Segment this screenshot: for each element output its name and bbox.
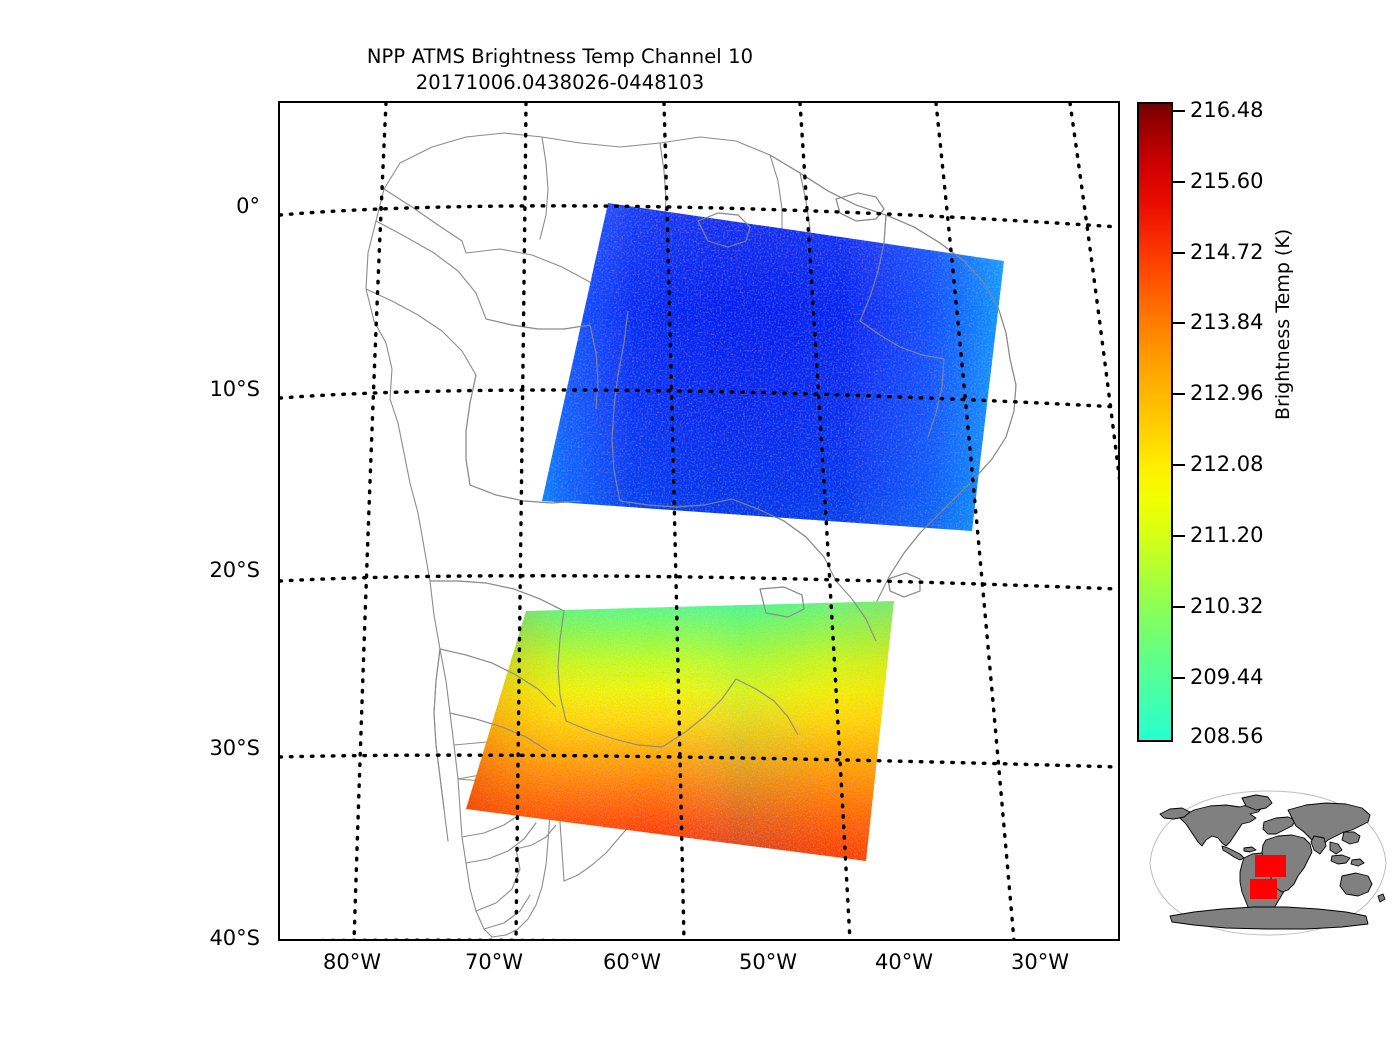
- x-tick-2: 60°W: [603, 950, 661, 974]
- graticule-lon-40W: [934, 103, 1016, 939]
- cbar-label-2: 214.72: [1190, 240, 1264, 264]
- y-tick-1: 10°S: [209, 377, 260, 401]
- graticule-lon-50W: [798, 103, 852, 939]
- graticule: [280, 103, 1118, 939]
- cbar-label-8: 209.44: [1190, 665, 1264, 689]
- northern-swath: [542, 203, 1004, 531]
- cbar-label-4: 212.96: [1190, 381, 1264, 405]
- cbar-label-7: 210.32: [1190, 594, 1264, 618]
- cbar-label-9: 208.56: [1190, 724, 1264, 748]
- cbar-label-5: 212.08: [1190, 452, 1264, 476]
- cbar-tick-mark-5: [1173, 464, 1185, 466]
- cbar-tick-mark-8: [1173, 677, 1185, 679]
- cbar-tick-mark-3: [1173, 322, 1185, 324]
- cbar-label-3: 213.84: [1190, 310, 1264, 334]
- map-plot-area[interactable]: [278, 101, 1120, 941]
- graticule-lon-60W: [662, 103, 686, 939]
- inset-swath-highlights: [1250, 855, 1286, 899]
- graticule-lat-0: [280, 204, 1118, 229]
- y-tick-2: 20°S: [209, 558, 260, 582]
- figure-title: NPP ATMS Brightness Temp Channel 10 2017…: [0, 44, 1120, 96]
- cbar-tick-mark-6: [1173, 535, 1185, 537]
- inset-highlight-south: [1250, 879, 1277, 899]
- colorbar-axis-label: Brightness Temp (K): [1272, 228, 1294, 420]
- colorbar[interactable]: [1137, 102, 1173, 742]
- map-svg: [280, 103, 1118, 939]
- graticule-lon-70W: [514, 103, 528, 939]
- y-tick-4: 40°S: [209, 926, 260, 950]
- cbar-label-0: 216.48: [1190, 98, 1264, 122]
- graticule-lat-30S: [280, 753, 1118, 769]
- graticule-lat-10S: [280, 388, 1118, 409]
- cbar-label-1: 215.60: [1190, 169, 1264, 193]
- cbar-tick-mark-7: [1173, 606, 1185, 608]
- cbar-tick-mark-2: [1173, 252, 1185, 254]
- x-tick-4: 40°W: [875, 950, 933, 974]
- x-tick-1: 70°W: [465, 950, 523, 974]
- graticule-lon-80W: [352, 103, 388, 939]
- cbar-tick-mark-1: [1173, 181, 1185, 183]
- x-tick-3: 50°W: [739, 950, 797, 974]
- inset-highlight-north: [1255, 855, 1286, 877]
- x-tick-0: 80°W: [323, 950, 381, 974]
- inset-world-map: [1146, 788, 1390, 938]
- y-tick-3: 30°S: [209, 736, 260, 760]
- cbar-tick-mark-0: [1173, 110, 1185, 112]
- graticule-lon-30W: [1068, 103, 1118, 481]
- graticule-lat-20S: [280, 574, 1118, 591]
- cbar-tick-mark-4: [1173, 393, 1185, 395]
- cbar-label-6: 211.20: [1190, 523, 1264, 547]
- figure-title-line2: 20171006.0438026-0448103: [415, 71, 705, 94]
- x-tick-5: 30°W: [1011, 950, 1069, 974]
- inset-svg: [1149, 790, 1387, 936]
- y-tick-0: 0°: [236, 194, 260, 218]
- figure-title-line1: NPP ATMS Brightness Temp Channel 10: [366, 45, 754, 68]
